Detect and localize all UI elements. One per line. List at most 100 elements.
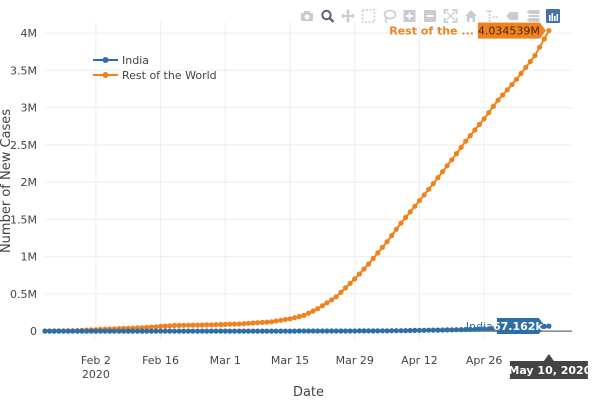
data-point[interactable] (273, 328, 279, 334)
data-point[interactable] (407, 209, 413, 215)
data-point[interactable] (370, 328, 376, 334)
data-point[interactable] (287, 328, 293, 334)
data-point[interactable] (236, 328, 242, 334)
data-point[interactable] (379, 244, 386, 250)
camera-icon[interactable] (300, 9, 314, 23)
data-point[interactable] (93, 328, 99, 334)
data-point[interactable] (398, 220, 404, 226)
data-point[interactable] (255, 320, 261, 326)
data-point[interactable] (389, 328, 395, 334)
data-point[interactable] (412, 203, 418, 209)
data-point[interactable] (403, 214, 409, 221)
data-point[interactable] (375, 250, 381, 256)
data-point[interactable] (268, 328, 275, 334)
data-point[interactable] (324, 328, 330, 334)
data-point[interactable] (158, 323, 164, 329)
data-point[interactable] (241, 321, 247, 327)
data-point[interactable] (426, 327, 432, 333)
data-point[interactable] (116, 328, 122, 334)
data-point[interactable] (65, 328, 71, 334)
data-point[interactable] (153, 324, 159, 330)
legend[interactable]: India Rest of the World (93, 54, 217, 82)
data-point[interactable] (532, 52, 538, 59)
data-point[interactable] (319, 328, 325, 334)
data-point[interactable] (356, 328, 362, 334)
data-point[interactable] (416, 198, 422, 204)
data-point[interactable] (444, 163, 450, 169)
data-point[interactable] (167, 323, 173, 329)
data-point[interactable] (231, 321, 238, 327)
reset-axes-icon[interactable] (464, 9, 478, 23)
data-point[interactable] (338, 328, 344, 334)
data-point[interactable] (70, 328, 76, 334)
data-point[interactable] (366, 328, 372, 334)
data-point[interactable] (292, 315, 298, 321)
data-point[interactable] (518, 70, 524, 76)
data-point[interactable] (435, 327, 441, 333)
data-point[interactable] (111, 328, 117, 334)
data-point[interactable] (278, 317, 284, 323)
data-point[interactable] (74, 328, 80, 334)
data-point[interactable] (208, 328, 214, 334)
data-point[interactable] (292, 328, 298, 334)
data-point[interactable] (227, 328, 233, 334)
data-point[interactable] (282, 328, 288, 334)
data-point[interactable] (102, 328, 108, 334)
data-point[interactable] (305, 328, 312, 334)
data-point[interactable] (259, 328, 265, 334)
data-point[interactable] (148, 324, 154, 330)
data-point[interactable] (167, 328, 173, 334)
data-point[interactable] (301, 328, 307, 334)
data-point[interactable] (185, 322, 191, 328)
data-point[interactable] (476, 121, 483, 127)
data-point[interactable] (153, 328, 159, 334)
legend-item[interactable]: Rest of the World (93, 69, 217, 82)
data-point[interactable] (379, 328, 386, 334)
data-point[interactable] (79, 328, 85, 334)
data-point[interactable] (490, 103, 496, 109)
data-point[interactable] (523, 64, 529, 70)
data-point[interactable] (245, 320, 251, 326)
data-point[interactable] (144, 324, 150, 330)
lasso-select-icon[interactable] (382, 9, 397, 24)
data-point[interactable] (231, 328, 238, 334)
data-point[interactable] (384, 239, 390, 245)
data-point[interactable] (171, 328, 177, 334)
modebar[interactable] (300, 9, 560, 24)
data-point[interactable] (250, 320, 256, 326)
data-point[interactable] (296, 328, 302, 334)
data-point[interactable] (481, 326, 487, 332)
data-point[interactable] (282, 316, 288, 323)
data-point[interactable] (352, 276, 358, 282)
data-point[interactable] (440, 169, 446, 175)
data-point[interactable] (352, 328, 358, 334)
data-point[interactable] (268, 319, 275, 325)
data-point[interactable] (51, 328, 57, 334)
data-point[interactable] (435, 175, 441, 181)
data-point[interactable] (199, 328, 205, 334)
data-point[interactable] (227, 321, 233, 327)
data-point[interactable] (513, 76, 520, 82)
data-point[interactable] (361, 266, 367, 272)
data-point[interactable] (476, 326, 483, 332)
data-point[interactable] (430, 327, 436, 333)
data-point[interactable] (130, 328, 136, 334)
data-point[interactable] (366, 261, 372, 267)
data-point[interactable] (144, 328, 150, 334)
legend-item[interactable]: India (93, 54, 149, 67)
data-point[interactable] (176, 328, 182, 334)
data-point[interactable] (342, 285, 349, 291)
data-point[interactable] (273, 318, 279, 324)
data-point[interactable] (121, 328, 127, 334)
data-point[interactable] (60, 328, 67, 334)
data-point[interactable] (347, 280, 353, 286)
data-point[interactable] (412, 327, 418, 333)
data-point[interactable] (393, 328, 399, 334)
data-point[interactable] (195, 322, 201, 328)
data-point[interactable] (88, 328, 94, 334)
data-point[interactable] (204, 328, 210, 334)
data-point[interactable] (107, 328, 113, 334)
data-point[interactable] (315, 328, 321, 334)
data-point[interactable] (287, 316, 293, 322)
data-point[interactable] (213, 328, 219, 334)
